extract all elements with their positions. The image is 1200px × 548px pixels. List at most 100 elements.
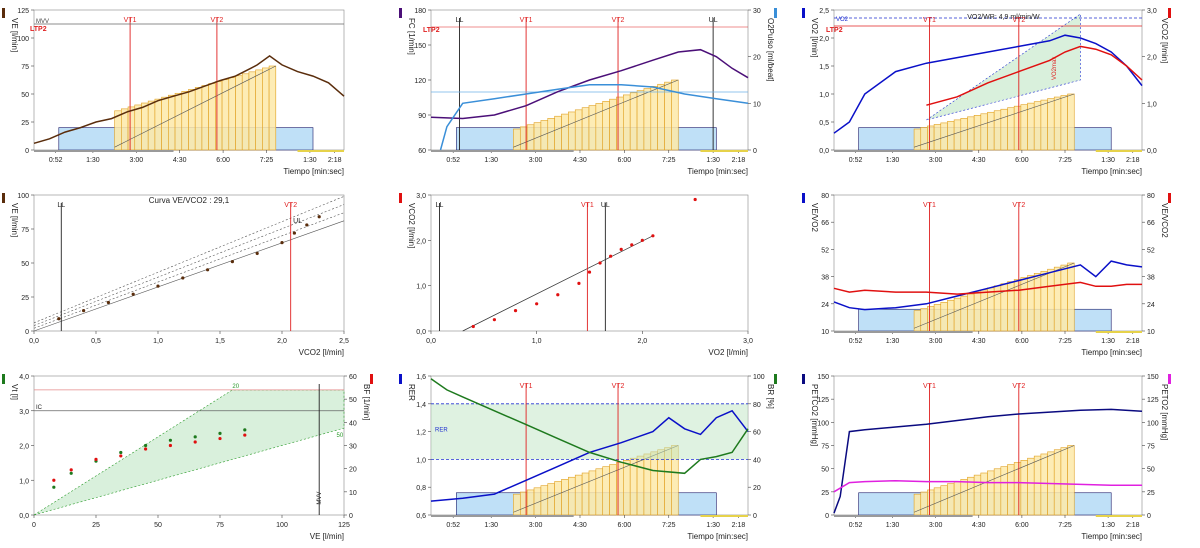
vt1-label: VT1 (581, 202, 594, 209)
x-tick-label: 2:18 (328, 157, 342, 164)
y2-tick-label: 80 (753, 402, 761, 409)
y-tick-label: 1,2 (416, 430, 426, 437)
y2-axis-label: BR [%] (766, 384, 775, 409)
x-tick-label: 6:00 (618, 522, 632, 529)
y-axis-label: VE/VO2 (810, 203, 819, 232)
y-tick-label: 125 (817, 397, 829, 404)
workload-bar (1067, 262, 1075, 332)
vco2-vo2-series-point (609, 254, 613, 258)
isopleth-50-label: 50 (337, 433, 344, 439)
y2-tick-label: 0 (1147, 513, 1151, 520)
vco2-vo2-series-point (471, 324, 475, 329)
workload-bar (588, 105, 597, 151)
ve-vco2-panel: 0 25 50 75 100 0,0 0,5 1,0 1,5 2,0 2,5 VCO2 [l/min]… (2, 193, 349, 357)
x-tick-label: 125 (338, 522, 350, 529)
y-axis-label: VE [l/min] (10, 18, 19, 52)
workload-bar (588, 470, 597, 516)
workload-bar (960, 479, 968, 516)
vt-series-point (168, 438, 172, 442)
workload-bar (947, 299, 955, 332)
ll-label: LL (456, 17, 464, 24)
vt-series-point (119, 450, 123, 455)
workload-bar (967, 476, 975, 516)
x-tick-label: 3:00 (529, 522, 543, 529)
workload-bar (547, 118, 555, 151)
workload-bar (174, 92, 183, 151)
ve-vco2-regression-line (33, 220, 345, 332)
workload-bar (554, 115, 562, 151)
y-axis-color-tag (802, 8, 805, 18)
workload-bar (228, 77, 236, 151)
workload-bar (636, 90, 645, 151)
y-tick-label: 2,0 (819, 36, 829, 43)
vt-series-point (243, 428, 247, 432)
vco2-vo2-series-point (577, 281, 581, 285)
bf-series-point (69, 468, 73, 472)
workload-bar (248, 71, 256, 151)
y-tick-label: 1,0 (19, 478, 29, 485)
workload-bar (554, 481, 562, 516)
workload-bar (526, 489, 535, 516)
ve-vco2-series-point (280, 241, 284, 245)
x-tick-label: 0 (32, 522, 36, 529)
y2-tick-label: 3,0 (1147, 8, 1157, 15)
vco2-vo2-series-point (492, 318, 496, 322)
x-axis-label: Tiempo [min:sec] (283, 167, 344, 176)
vco2-vo2-series-point (598, 261, 602, 265)
vt1-label: VT1 (520, 17, 533, 24)
workload-bar (1053, 96, 1062, 151)
workload-bar (1027, 102, 1035, 151)
y-tick-label: 50 (21, 92, 29, 99)
y2-axis-label: PETO2 [mmHg] (1160, 384, 1169, 440)
workload-bar (967, 116, 975, 151)
y2-axis-color-tag (370, 374, 373, 384)
workload-bar (993, 468, 1002, 516)
x-tick-label: 6:00 (216, 157, 230, 164)
workload-bar (960, 295, 968, 332)
y2-tick-label: 75 (1147, 444, 1155, 451)
x-tick-label: 3:00 (129, 157, 143, 164)
y-tick-label: 90 (418, 113, 426, 120)
y2-tick-label: 20 (753, 485, 761, 492)
x-tick-label: 6:00 (618, 157, 632, 164)
vco2-vo2-series-point (651, 234, 655, 238)
x-tick-label: 7:25 (260, 157, 274, 164)
y-tick-label: 100 (17, 36, 29, 43)
x-tick-label: 3:00 (529, 157, 543, 164)
bf-series-point (243, 433, 247, 437)
y-tick-label: 80 (821, 193, 829, 200)
rer-time-panel: RER 0,6 0,8 1,0 1,2 1,4 1,6 0 20 40 60 80 100 0:52 1:3… (399, 374, 777, 541)
ve-vco2-series-point (317, 215, 321, 219)
workload-bar (147, 100, 156, 151)
y-axis-label: Vt [l] (10, 384, 19, 400)
workload-bar (953, 297, 962, 332)
eqco2-series-line (833, 281, 1142, 295)
workload-bar (993, 110, 1002, 151)
x-tick-label: 3:00 (929, 338, 943, 345)
x-tick-label: 4:30 (573, 522, 587, 529)
vo2-vco2-time-panel: VO2 LTP2 VO2/WR: 4,9 ml/min/W VO2max 0,0 0,5 1… (802, 8, 1171, 176)
vo2-series-line (833, 34, 1143, 134)
x-tick-label: 1:30 (303, 157, 317, 164)
x-axis-label: VO2 [l/min] (708, 348, 748, 357)
vt2-label: VT2 (1012, 383, 1025, 390)
y2-tick-label: 30 (349, 444, 357, 451)
vt2-label: VT2 (1012, 202, 1025, 209)
workload-bar (623, 460, 631, 516)
bf-series-point (119, 454, 123, 458)
y-axis-label: VCO2 [l/min] (407, 203, 416, 248)
workload-bar (561, 113, 569, 151)
y-axis-label: VO2 [l/min] (810, 18, 819, 58)
y2-axis-label: BF [1/min] (362, 384, 371, 420)
x-tick-label: 6:00 (1015, 522, 1029, 529)
y-tick-label: 0,6 (416, 513, 426, 520)
workload-bar (201, 85, 209, 151)
workload-bar (262, 67, 270, 151)
workload-bar (1067, 93, 1075, 151)
x-tick-label: 0:52 (446, 522, 460, 529)
workload-bar (671, 79, 679, 151)
vo2-wr-annotation: VO2/WR: 4,9 ml/min/W (967, 14, 1040, 21)
y-axis-color-tag (802, 374, 805, 384)
y2-tick-label: 150 (1147, 374, 1159, 381)
x-tick-label: 2:18 (1126, 338, 1140, 345)
